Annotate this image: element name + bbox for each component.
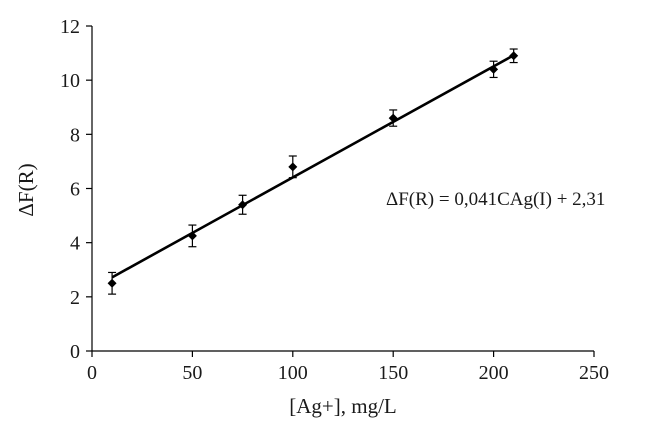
- y-tick-label: 8: [70, 124, 80, 146]
- x-tick-label: 0: [87, 362, 97, 384]
- x-axis-title: [Ag+], mg/L: [289, 394, 397, 418]
- x-tick-label: 250: [579, 362, 609, 384]
- x-tick-label: 200: [479, 362, 509, 384]
- data-point: [288, 162, 298, 172]
- data-points: [107, 51, 519, 288]
- x-tick-label: 50: [182, 362, 202, 384]
- trendline-group: [111, 54, 515, 279]
- y-tick-label: 2: [70, 287, 80, 309]
- regression-equation: ΔF(R) = 0,041CAg(I) + 2,31: [386, 189, 605, 210]
- x-tick-label: 150: [378, 362, 408, 384]
- y-tick-label: 6: [70, 179, 80, 201]
- trendline: [111, 54, 515, 279]
- error-bars: [108, 48, 518, 295]
- y-tick-label: 4: [70, 233, 80, 255]
- y-tick-label: 10: [60, 70, 80, 92]
- data-point: [187, 231, 197, 241]
- y-tick-label: 12: [60, 16, 80, 38]
- data-point: [238, 200, 248, 210]
- tick-labels: 0 50 100 150 200 250 0 2 4 6 8 10 12: [60, 16, 609, 384]
- x-tick-label: 100: [278, 362, 308, 384]
- data-point: [388, 113, 398, 123]
- data-point: [489, 64, 499, 74]
- y-axis-title: ΔF(R): [14, 163, 38, 216]
- data-point: [107, 278, 117, 288]
- tick-marks: [86, 25, 595, 357]
- data-point: [509, 51, 519, 61]
- y-tick-label: 0: [70, 341, 80, 363]
